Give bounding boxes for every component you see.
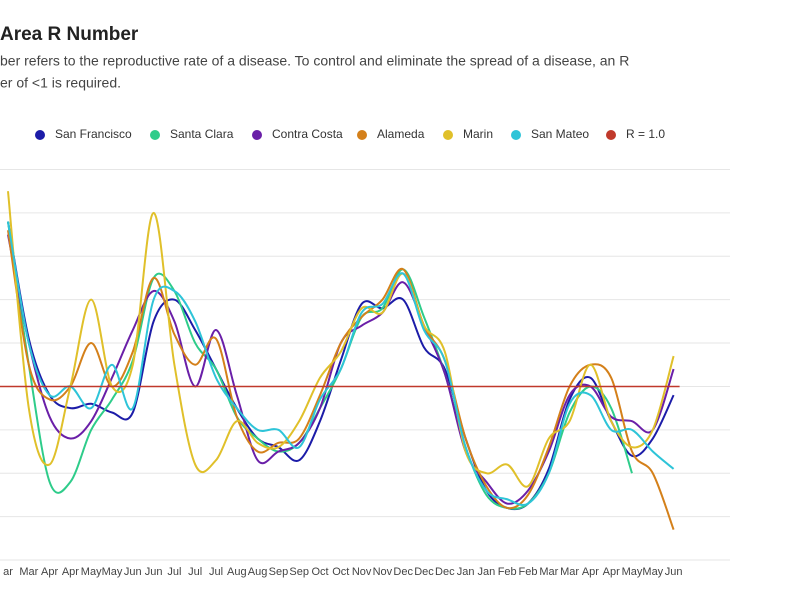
- x-tick-label: May: [102, 566, 123, 578]
- subtitle: ber refers to the reproductive rate of a…: [0, 53, 629, 69]
- x-tick-label: Dec: [393, 566, 413, 578]
- x-tick-label: May: [642, 566, 663, 578]
- x-tick-label: Apr: [603, 566, 620, 578]
- series-line: [7, 221, 675, 511]
- legend-label: San Mateo: [531, 127, 589, 141]
- x-tick-label: Aug: [248, 566, 268, 578]
- legend-label: R = 1.0: [626, 127, 665, 141]
- x-tick-label: Mar: [19, 566, 38, 578]
- x-tick-label: Jul: [188, 566, 202, 578]
- x-tick-label: Nov: [352, 566, 372, 578]
- x-tick-label: Jul: [209, 566, 223, 578]
- x-tick-label: Aug: [227, 566, 247, 578]
- x-tick-label: Apr: [41, 566, 58, 578]
- x-tick-label: Mar: [539, 566, 558, 578]
- x-tick-label: ar: [3, 566, 13, 578]
- x-axis: ar Mar Apr Apr May May Jun Jun Jul Jul Jul Aug Aug Se…: [3, 566, 682, 578]
- x-tick-label: Mar: [560, 566, 579, 578]
- x-tick-label: May: [622, 566, 643, 578]
- x-tick-label: Jan: [478, 566, 496, 578]
- x-tick-label: Apr: [582, 566, 599, 578]
- legend-label: Contra Costa: [272, 127, 343, 141]
- x-tick-label: Feb: [519, 566, 538, 578]
- x-tick-label: Jun: [145, 566, 163, 578]
- legend-marker: [511, 130, 521, 140]
- x-tick-label: Jun: [665, 566, 683, 578]
- legend-marker: [35, 130, 45, 140]
- x-tick-label: Dec: [414, 566, 434, 578]
- subtitle: er of <1 is required.: [0, 75, 121, 91]
- series-line: [7, 221, 675, 507]
- x-tick-label: Jul: [167, 566, 181, 578]
- x-tick-label: Jun: [124, 566, 142, 578]
- x-tick-label: Nov: [373, 566, 393, 578]
- x-tick-label: Dec: [435, 566, 455, 578]
- legend-label: Marin: [463, 127, 493, 141]
- x-tick-label: Sep: [269, 566, 289, 578]
- series-line: [7, 191, 675, 488]
- legend-marker: [150, 130, 160, 140]
- chart-title: Area R Number: [0, 24, 139, 45]
- x-tick-label: Apr: [62, 566, 79, 578]
- legend-marker: [443, 130, 453, 140]
- x-tick-label: Oct: [332, 566, 349, 578]
- legend-label: San Francisco: [55, 127, 132, 141]
- legend-marker: [252, 130, 262, 140]
- legend-marker: [357, 130, 367, 140]
- series-line: [7, 230, 675, 530]
- x-tick-label: May: [81, 566, 102, 578]
- legend-label: Alameda: [377, 127, 425, 141]
- legend-label: Santa Clara: [170, 127, 234, 141]
- legend: San Francisco Santa Clara Contra Costa Alam…: [35, 127, 665, 141]
- grid: [0, 169, 730, 561]
- x-tick-label: Sep: [289, 566, 309, 578]
- x-tick-label: Oct: [311, 566, 328, 578]
- x-tick-label: Feb: [498, 566, 517, 578]
- legend-marker: [606, 130, 616, 140]
- plot-area: [0, 191, 680, 530]
- x-tick-label: Jan: [457, 566, 475, 578]
